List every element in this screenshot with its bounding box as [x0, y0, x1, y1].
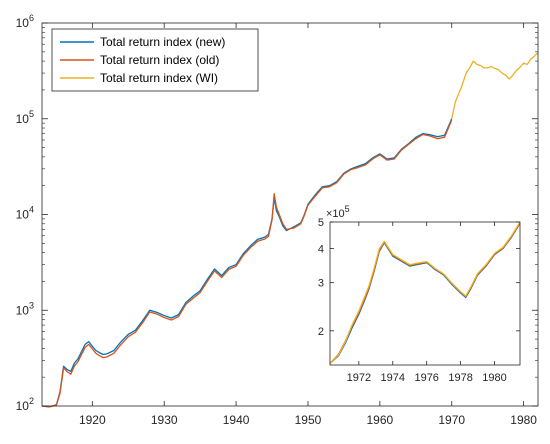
main-y-tick-label: 102 [16, 396, 34, 413]
inset-y-tick-label: 5 [318, 217, 324, 229]
main-x-tick-label: 1940 [223, 413, 250, 427]
main-x-tick-label: 1920 [79, 413, 106, 427]
inset-frame [329, 221, 521, 366]
main-series-line-0 [41, 118, 453, 408]
inset-x-tick-label: 1978 [448, 372, 472, 384]
inset-plot: 1972 1974 1976 1978 1980 2 3 4 5×105 [318, 204, 521, 384]
inset-x-tick-label: 1976 [414, 372, 438, 384]
main-y-tick-label: 105 [16, 109, 34, 126]
inset-x-tick-label: 1972 [347, 372, 371, 384]
main-x-tick-label: 1930 [151, 413, 178, 427]
main-series-line-1 [41, 119, 453, 408]
legend-label-1: Total return index (old) [100, 53, 219, 67]
main-plot: 1920 1930 1940 1950 1960 1970 1980 102 103 104 105… [16, 13, 539, 427]
inset-y-multiplier: ×105 [326, 204, 350, 220]
inset-background [330, 222, 520, 365]
main-y-tick-label: 103 [16, 300, 34, 317]
inset-series-line-2 [330, 222, 520, 364]
main-x-tick-label: 1970 [438, 413, 465, 427]
legend-label-0: Total return index (new) [100, 35, 225, 49]
legend: Total return index (new) Total return ind… [51, 28, 259, 92]
main-series-line-2 [451, 52, 539, 119]
main-x-tick-label: 1960 [367, 413, 394, 427]
main-y-tick-label: 104 [16, 205, 34, 222]
inset-x-tick-label: 1980 [482, 372, 506, 384]
inset-y-tick-label: 4 [318, 244, 324, 256]
inset-y-tick-label: 3 [318, 278, 324, 290]
main-x-tick-label: 1980 [510, 413, 537, 427]
inset-y-tick-label: 2 [318, 326, 324, 338]
main-x-tick-label: 1950 [295, 413, 322, 427]
inset-x-tick-label: 1974 [381, 372, 405, 384]
inset-lines [330, 222, 520, 364]
main-y-tick-label: 106 [16, 13, 34, 30]
legend-label-2: Total return index (WI) [100, 71, 218, 85]
